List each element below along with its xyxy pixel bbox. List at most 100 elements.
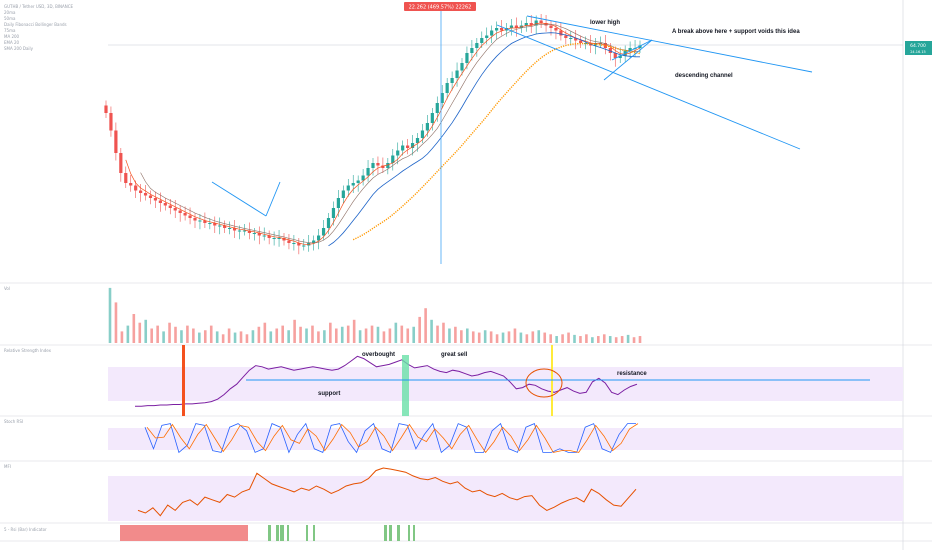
candle-body — [139, 190, 143, 193]
volume-bar — [114, 302, 118, 343]
candle-body — [628, 48, 632, 51]
panel-label-rsi: Relative Strength Index — [4, 348, 52, 353]
volume-bar — [573, 334, 576, 343]
volume-bar — [549, 334, 552, 343]
candle-body — [613, 53, 617, 58]
candle-body — [445, 83, 449, 93]
candle-body — [272, 238, 276, 239]
candle-body — [158, 200, 162, 203]
volume-bar — [323, 330, 326, 343]
candle-body — [460, 63, 464, 71]
volume-bar — [489, 331, 493, 343]
candle-body — [376, 163, 380, 166]
legend-line-4: 75ma — [4, 28, 16, 33]
volume-bar — [430, 319, 433, 343]
candle-body — [203, 220, 207, 223]
candle-body — [267, 235, 271, 238]
volume-bar — [370, 325, 374, 343]
legend-line-6: EMA 20 — [4, 40, 20, 45]
volume-bar — [281, 325, 284, 343]
volume-bar — [376, 326, 380, 343]
volume-bar — [638, 336, 642, 343]
candle-body — [153, 198, 158, 201]
volume-bars — [108, 287, 642, 343]
volume-bar — [334, 328, 338, 343]
volume-bar — [471, 331, 475, 343]
candle-body — [228, 228, 232, 229]
volume-bar — [418, 316, 421, 343]
volume-bar — [424, 308, 427, 343]
candle-body — [524, 23, 528, 26]
volume-bar — [561, 334, 564, 343]
candle-body — [163, 203, 167, 206]
volume-bar — [251, 330, 255, 343]
candle-body — [569, 38, 573, 39]
trend-lines — [211, 15, 870, 381]
rsi-circle — [525, 368, 563, 398]
volume-bar — [507, 331, 511, 343]
rsi-line — [135, 355, 638, 407]
volume-bar — [448, 328, 451, 343]
ma-200-dotted — [352, 42, 641, 241]
price-callout: 22.262 (469.57%) 22262 — [409, 5, 472, 11]
overbought-marker — [402, 355, 409, 416]
mfi-band — [108, 476, 903, 521]
yellow-marker — [551, 345, 553, 416]
candle-body — [440, 93, 444, 103]
volume-bar — [513, 328, 517, 343]
signal-bar-green — [268, 525, 271, 541]
candle-body — [277, 238, 281, 239]
candle-body — [287, 240, 291, 243]
candle-body — [104, 105, 108, 113]
candle-body — [490, 30, 494, 36]
candle-body — [292, 243, 296, 244]
candle-body — [381, 165, 385, 168]
candle-body — [485, 35, 489, 38]
signal-bar-green — [389, 525, 392, 541]
signal-bar-green — [413, 525, 415, 541]
mfi-line — [137, 467, 637, 517]
volume-bar — [192, 328, 195, 343]
volume-bar — [597, 336, 600, 343]
candle-body — [223, 225, 227, 228]
price-badge: 64.700 — [910, 43, 926, 49]
candle-body — [584, 43, 588, 44]
candle-body — [282, 238, 286, 241]
candle-body — [193, 218, 197, 221]
volume-bar — [400, 325, 404, 343]
signal-bar-green — [287, 525, 289, 541]
stoch-k-line — [144, 422, 636, 454]
volume-bar — [203, 330, 207, 343]
volume-bar — [245, 334, 249, 343]
candle-body — [143, 193, 148, 196]
volume-bar — [346, 325, 350, 343]
candle-body — [420, 130, 425, 138]
volume-bar — [531, 331, 535, 343]
volume-bar — [144, 319, 148, 343]
panel-label-stoch: Stoch RSI — [4, 419, 23, 424]
label-break-above: A break above here + support voids this … — [672, 29, 800, 35]
volume-bar — [233, 332, 237, 343]
candle-body — [475, 43, 479, 48]
volume-bar — [388, 328, 392, 343]
volume-bar — [263, 322, 267, 343]
candle-body — [208, 223, 212, 224]
volume-bar — [311, 325, 314, 343]
candle-body — [396, 150, 400, 156]
volume-bar — [477, 332, 481, 343]
candle-body — [386, 163, 390, 168]
moving-averages — [125, 22, 641, 247]
candle-body — [331, 208, 336, 218]
volume-bar — [567, 332, 570, 343]
volume-bar — [227, 328, 231, 343]
label-support: support — [318, 391, 340, 397]
candle-body — [406, 145, 410, 148]
candle-body — [109, 113, 113, 131]
candle-body — [514, 25, 518, 28]
candle-body — [262, 235, 266, 237]
volume-bar — [221, 334, 225, 343]
candle-body — [237, 230, 242, 232]
volume-bar — [519, 332, 523, 343]
rsi-series — [135, 355, 638, 407]
